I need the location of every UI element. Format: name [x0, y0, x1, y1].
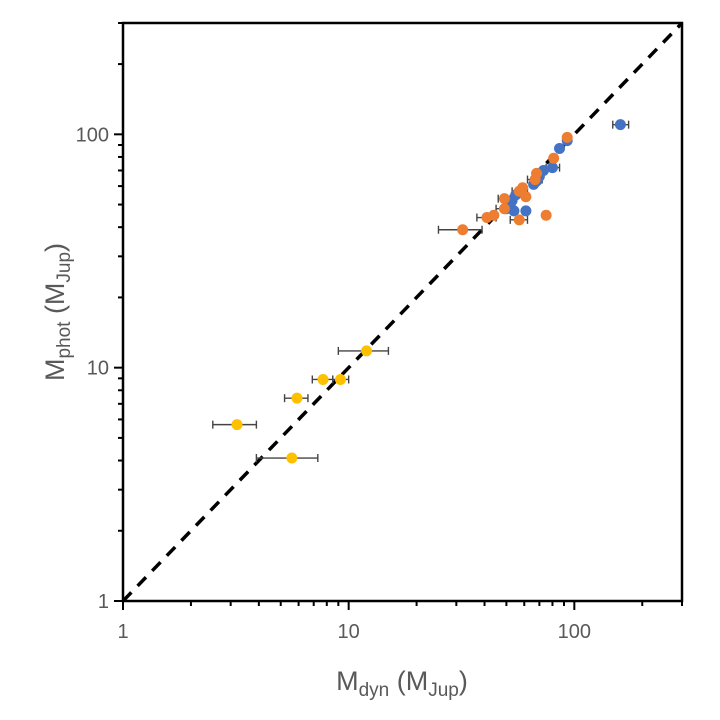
data-point-orange: [457, 224, 469, 236]
tick-labels: 1 10 100 1 10 100: [76, 124, 591, 643]
data-point-orange: [548, 152, 560, 164]
y-axis-title: Mphot (MJup): [40, 243, 75, 381]
one-to-one-dashed-line: [121, 21, 684, 603]
data-point-blue: [520, 205, 532, 217]
data-point-orange: [529, 174, 541, 186]
data-point-yellow: [361, 345, 373, 357]
x-tick-label: 10: [338, 621, 360, 643]
data-point-orange: [498, 203, 510, 215]
reference-line-layer: [121, 21, 684, 603]
data-point-blue: [614, 119, 626, 131]
data-point-orange: [513, 214, 525, 226]
data-point-yellow: [317, 373, 329, 385]
y-tick-label: 10: [87, 358, 109, 380]
y-tick-label: 1: [98, 591, 109, 613]
x-axis-title: Mdyn (MJup): [336, 666, 468, 701]
data-point-yellow: [291, 392, 303, 404]
data-point-yellow: [334, 373, 346, 385]
data-point-orange: [481, 212, 493, 224]
data-point-orange: [540, 209, 552, 221]
data-point-orange: [520, 191, 532, 203]
axis-ticks: [114, 22, 683, 610]
x-tick-label: 1: [117, 621, 128, 643]
x-tick-label: 100: [558, 621, 591, 643]
data-point-blue: [554, 142, 566, 154]
data-point-yellow: [286, 452, 298, 464]
data-point-blue: [546, 162, 558, 174]
data-point-orange: [498, 193, 510, 205]
data-point-yellow: [231, 419, 243, 431]
data-points: [231, 119, 626, 464]
data-point-orange: [561, 131, 573, 143]
y-tick-label: 100: [76, 124, 109, 146]
